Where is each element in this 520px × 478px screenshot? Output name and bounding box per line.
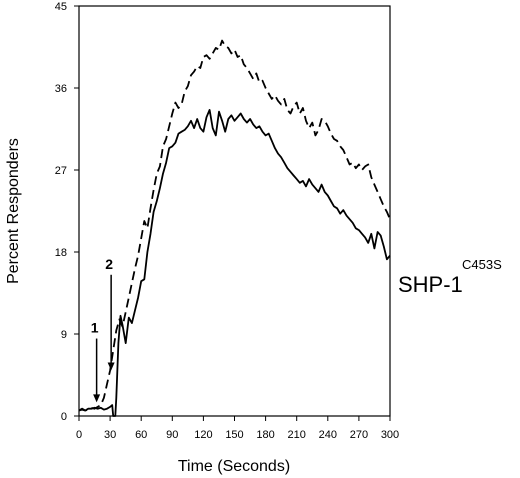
y-tick-label: 0 — [61, 411, 67, 423]
x-tick-label: 270 — [350, 429, 368, 441]
y-axis-label: Percent Responders — [5, 138, 22, 284]
annotation-label: 1 — [91, 320, 99, 336]
x-tick-label: 60 — [135, 429, 147, 441]
x-tick-label: 30 — [104, 429, 116, 441]
y-tick-label: 45 — [55, 1, 67, 13]
y-tick-label: 9 — [61, 329, 67, 341]
x-tick-label: 0 — [76, 429, 82, 441]
x-tick-label: 150 — [225, 429, 243, 441]
annotation-layer: 12 — [91, 256, 115, 403]
protein-label-superscript: C453S — [462, 257, 502, 272]
annotation-arrow-head — [107, 362, 115, 371]
y-tick-label: 27 — [55, 165, 67, 177]
x-axis-ticks: 0 30 60 90 120 150 180 210 240 270 300 — [76, 416, 399, 441]
annotation-arrow-head — [93, 394, 101, 403]
y-tick-label: 36 — [55, 83, 67, 95]
x-tick-label: 120 — [194, 429, 212, 441]
series-line-dashed — [78, 39, 391, 412]
x-tick-label: 210 — [288, 429, 306, 441]
x-tick-label: 180 — [256, 429, 274, 441]
annotation-label: 2 — [105, 256, 113, 272]
y-tick-label: 18 — [55, 247, 67, 259]
protein-label: SHP-1 — [398, 272, 463, 297]
x-tick-label: 240 — [319, 429, 337, 441]
x-axis-label: Time (Seconds) — [178, 458, 290, 475]
x-tick-label: 300 — [381, 429, 399, 441]
y-axis-ticks: 0 9 18 27 36 45 — [55, 1, 79, 423]
series-line-solid — [78, 109, 391, 417]
series-layer — [78, 39, 391, 417]
x-tick-label: 90 — [166, 429, 178, 441]
